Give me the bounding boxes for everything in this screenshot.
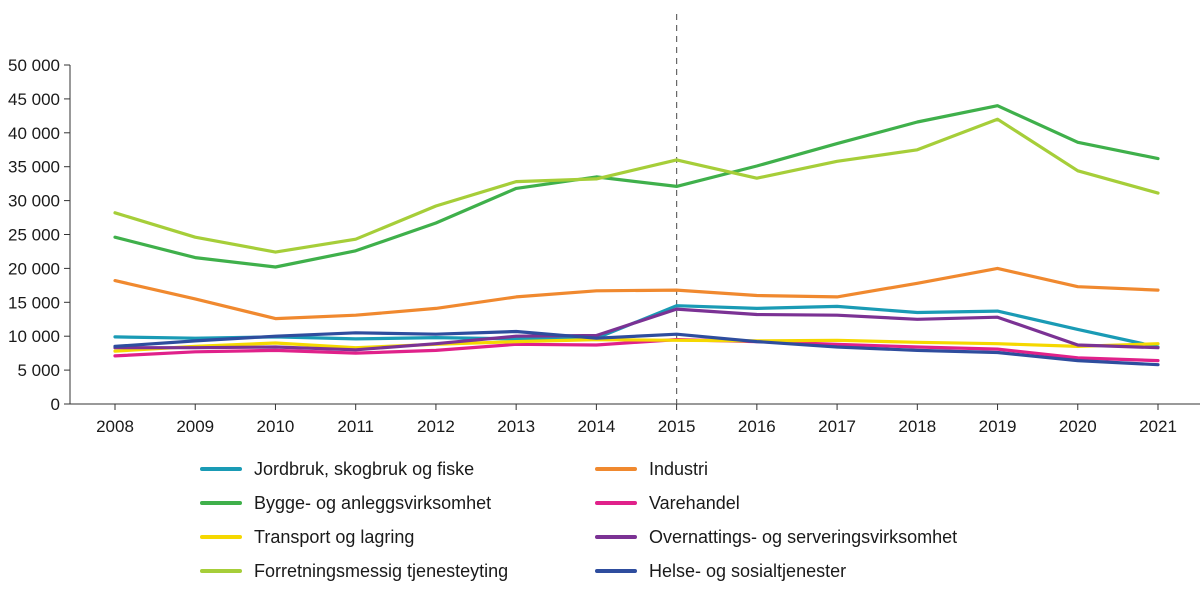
legend-swatch — [200, 467, 242, 471]
x-tick-label: 2012 — [417, 417, 455, 436]
y-tick-label: 5 000 — [17, 361, 60, 380]
legend-swatch — [595, 569, 637, 573]
y-tick-label: 20 000 — [8, 259, 60, 278]
x-tick-label: 2010 — [257, 417, 295, 436]
y-tick-label: 15 000 — [8, 293, 60, 312]
y-tick-label: 45 000 — [8, 90, 60, 109]
x-tick-label: 2017 — [818, 417, 856, 436]
chart-axes — [64, 64, 1200, 410]
legend-swatch — [200, 569, 242, 573]
legend-label: Helse- og sosialtjenester — [649, 560, 847, 581]
y-tick-label: 30 000 — [8, 192, 60, 211]
series-line-bygge-og-anleggsvirksomhet — [113, 104, 1160, 269]
x-tick-label: 2015 — [658, 417, 696, 436]
legend-item: Transport og lagring — [200, 523, 414, 551]
legend-swatch — [595, 535, 637, 539]
series-lines — [113, 104, 1160, 367]
y-tick-label: 25 000 — [8, 226, 60, 245]
x-tick-label: 2018 — [898, 417, 936, 436]
legend-item: Bygge- og anleggsvirksomhet — [200, 489, 491, 517]
x-tick-label: 2011 — [337, 417, 374, 436]
legend-label: Transport og lagring — [254, 526, 415, 547]
legend-label: Industri — [649, 458, 709, 479]
y-tick-labels: 0 5 000 10 000 15 000 20 000 25 000 30 000 35 0… — [8, 56, 60, 414]
legend-label: Overnattings- og serveringsvirksomhet — [649, 526, 958, 547]
legend-label: Jordbruk, skogbruk og fiske — [254, 458, 475, 479]
legend-item: Helse- og sosialtjenester — [595, 557, 846, 585]
line-chart: 0 5 000 10 000 15 000 20 000 25 000 30 000 35 0… — [8, 14, 1200, 436]
x-tick-label: 2013 — [497, 417, 535, 436]
series-line-transport-og-lagring — [113, 338, 1160, 353]
x-tick-label: 2019 — [979, 417, 1017, 436]
legend-swatch — [595, 467, 637, 471]
x-tick-label: 2016 — [738, 417, 776, 436]
x-tick-label: 2009 — [176, 417, 214, 436]
legend-item: Varehandel — [595, 489, 740, 517]
legend-item: Overnattings- og serveringsvirksomhet — [595, 523, 957, 551]
legend-item: Jordbruk, skogbruk og fiske — [200, 455, 474, 483]
legend-swatch — [595, 501, 637, 505]
series-line-overnattings-og-serveringsvirksomhet — [113, 307, 1160, 352]
x-tick-label: 2008 — [96, 417, 134, 436]
x-tick-label: 2021 — [1139, 417, 1177, 436]
legend-item: Forretningsmessig tjenesteyting — [200, 557, 508, 585]
legend-label: Varehandel — [649, 492, 740, 513]
y-tick-label: 10 000 — [8, 327, 60, 346]
x-tick-labels: 2008 2009 2010 2011 2012 2013 2014 2015 2016 2017… — [96, 417, 1177, 436]
series-line-forretningsmessig-tjenesteyting — [113, 117, 1160, 254]
legend-label: Bygge- og anleggsvirksomhet — [254, 492, 492, 513]
legend-item: Industri — [595, 455, 708, 483]
x-tick-label: 2020 — [1059, 417, 1097, 436]
x-tick-label: 2014 — [577, 417, 615, 436]
legend-swatch — [200, 535, 242, 539]
series-line-helse-og-sosialtjenester — [113, 329, 1160, 367]
y-tick-label: 0 — [51, 395, 60, 414]
legend-swatch — [200, 501, 242, 505]
chart-legend: Jordbruk, skogbruk og fiske Industri Bygge… — [200, 455, 1100, 595]
series-line-varehandel — [113, 338, 1160, 363]
y-tick-label: 35 000 — [8, 158, 60, 177]
series-line-industri — [113, 266, 1160, 321]
y-tick-label: 50 000 — [8, 56, 60, 75]
legend-label: Forretningsmessig tjenesteyting — [254, 560, 509, 581]
y-tick-label: 40 000 — [8, 124, 60, 143]
